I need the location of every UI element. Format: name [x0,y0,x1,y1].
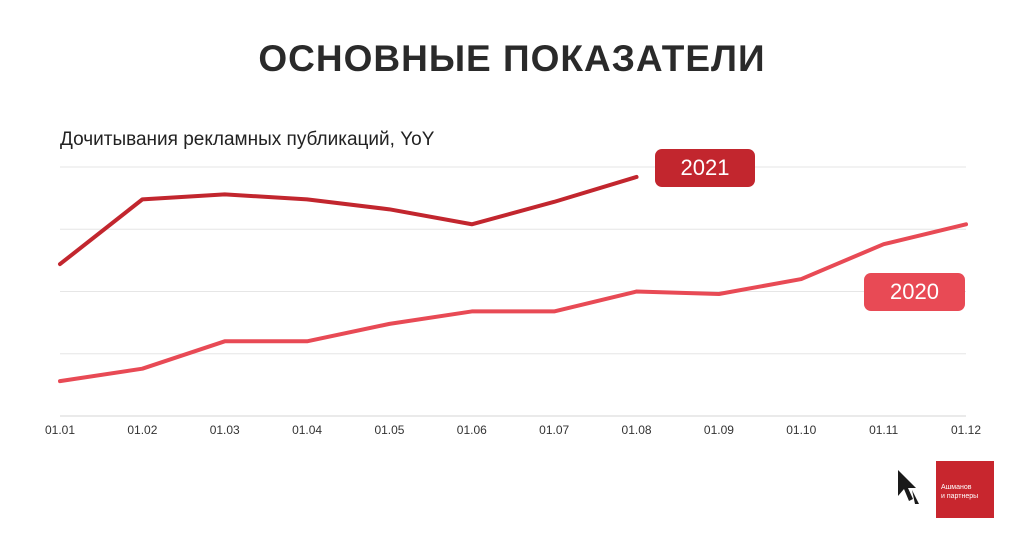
series-line-2021 [58,174,639,267]
x-tick-label: 01.11 [869,423,898,437]
x-tick-label: 01.03 [210,423,240,437]
series-label-2020: 2020 [864,273,965,311]
x-tick-label: 01.07 [539,423,569,437]
x-tick-label: 01.04 [292,423,322,437]
chart-title: Дочитывания рекламных публикаций, YoY [60,129,435,150]
gridlines [60,166,966,417]
logo-arrow-icon [898,470,919,504]
series-line-2020 [58,222,968,384]
x-tick-label: 01.06 [457,423,487,437]
series-lines [58,174,968,384]
logo-text-line1: Ашманов [941,484,972,491]
company-logo: Ашманов и партнеры [936,461,994,518]
page-title: ОСНОВНЫЕ ПОКАЗАТЕЛИ [258,38,766,79]
x-tick-label: 01.12 [951,423,981,437]
x-tick-label: 01.01 [45,423,75,437]
x-tick-label: 01.10 [786,423,816,437]
x-tick-label: 01.09 [704,423,734,437]
series-label-2021: 2021 [655,149,755,187]
x-tick-label: 01.02 [127,423,157,437]
logo-text-line2: и партнеры [941,493,979,500]
x-tick-label: 01.08 [622,423,652,437]
x-tick-label: 01.05 [374,423,404,437]
x-axis-ticks: 01.01 01.02 01.03 01.04 01.05 01.06 01.07 01.08… [45,423,981,437]
